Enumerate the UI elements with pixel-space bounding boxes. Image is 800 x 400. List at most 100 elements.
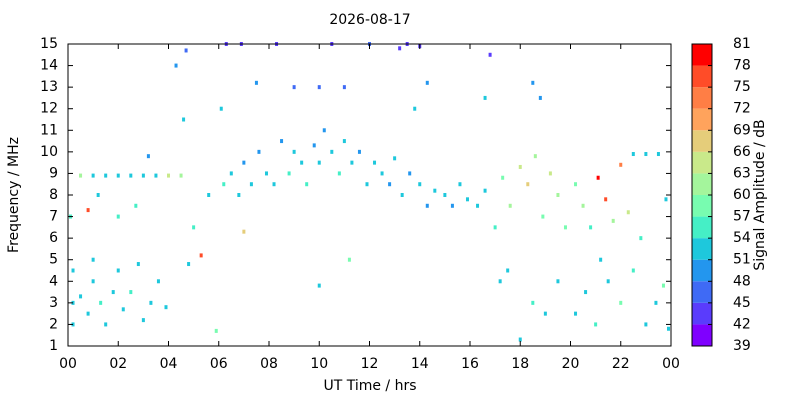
data-point: [91, 173, 95, 178]
data-point: [222, 182, 226, 187]
data-point: [639, 236, 643, 241]
data-point: [121, 307, 125, 312]
data-point: [498, 279, 502, 284]
data-point: [249, 182, 253, 187]
data-point: [322, 128, 326, 133]
colorbar-bin: [692, 259, 712, 282]
x-tick-label: 00: [662, 356, 680, 372]
data-point: [644, 322, 648, 327]
data-point: [330, 149, 334, 154]
colorbar-tick-label: 57: [733, 209, 751, 225]
colorbar-bin: [692, 130, 712, 152]
data-point: [167, 173, 170, 178]
data-point: [493, 225, 497, 230]
data-point: [606, 279, 610, 284]
colorbar-tick-label: 69: [733, 122, 751, 138]
data-point: [280, 139, 284, 144]
colorbar-bin: [692, 238, 712, 260]
y-tick-label: 5: [49, 252, 58, 268]
data-point: [254, 80, 258, 85]
data-point: [136, 262, 140, 267]
colorbar-tick-label: 60: [733, 187, 751, 203]
x-tick-label: 06: [210, 356, 228, 372]
y-tick-label: 11: [40, 122, 58, 138]
data-point: [237, 193, 241, 197]
colorbar-tick-label: 72: [733, 101, 751, 117]
data-point: [257, 149, 261, 154]
data-point: [644, 152, 648, 157]
data-point: [347, 257, 351, 262]
data-point: [71, 300, 75, 305]
data-point: [116, 173, 120, 178]
data-point: [141, 318, 145, 323]
data-point: [501, 175, 505, 180]
data-point: [413, 106, 417, 111]
colorbar-tick-label: 81: [733, 36, 751, 52]
data-point: [174, 63, 178, 68]
data-point: [656, 152, 660, 157]
data-point: [264, 171, 268, 176]
data-point: [619, 162, 623, 167]
data-point: [589, 225, 593, 230]
data-point: [184, 48, 188, 53]
x-tick-label: 14: [411, 356, 429, 372]
colorbar-tick-label: 51: [733, 252, 751, 268]
data-point: [654, 300, 658, 305]
data-point: [312, 143, 316, 148]
data-point: [116, 214, 120, 219]
colorbar-bin: [692, 87, 712, 109]
data-point: [229, 171, 233, 176]
data-point: [393, 156, 397, 161]
data-point: [664, 197, 668, 202]
colorbar-tick-label: 78: [733, 58, 751, 74]
colorbar-bin: [692, 324, 712, 346]
data-point: [79, 294, 83, 299]
data-point: [508, 203, 512, 208]
colorbar-tick-label: 63: [733, 165, 751, 181]
data-point: [548, 171, 552, 176]
data-point: [129, 173, 133, 178]
data-point: [631, 268, 635, 273]
data-point: [581, 203, 585, 208]
y-tick-label: 1: [49, 338, 58, 354]
data-point: [398, 46, 402, 51]
data-point: [154, 173, 158, 178]
data-point: [317, 85, 321, 90]
data-point: [400, 193, 404, 197]
data-point: [365, 182, 369, 187]
colorbar-bin: [692, 65, 712, 88]
data-point: [661, 283, 665, 288]
colorbar-tick-label: 45: [733, 295, 751, 311]
data-point: [604, 197, 608, 202]
data-point: [538, 95, 542, 100]
data-point: [518, 164, 522, 169]
data-point: [388, 182, 392, 187]
data-point: [574, 182, 578, 187]
data-point: [488, 52, 492, 57]
y-tick-label: 3: [49, 295, 58, 311]
data-point: [458, 182, 462, 187]
x-tick-label: 22: [612, 356, 630, 372]
data-point: [300, 160, 304, 165]
data-point: [104, 322, 108, 327]
data-point: [86, 311, 90, 316]
colorbar-tick-label: 54: [733, 230, 751, 246]
data-point: [207, 193, 211, 197]
data-point: [596, 175, 600, 180]
data-point: [408, 171, 412, 176]
data-point: [631, 152, 635, 157]
data-point: [666, 326, 670, 331]
y-tick-label: 9: [49, 165, 58, 181]
data-point: [99, 300, 103, 305]
x-axis-label: UT Time / hrs: [323, 378, 416, 394]
data-point: [443, 193, 447, 197]
data-point: [192, 225, 196, 230]
y-tick-label: 14: [40, 58, 58, 74]
y-tick-label: 7: [49, 209, 58, 225]
colorbar-bin: [692, 44, 712, 66]
colorbar-label: Signal Amplitude / dB: [752, 119, 768, 270]
colorbar-bin: [692, 302, 712, 325]
data-point: [182, 117, 186, 122]
data-point: [433, 188, 437, 193]
y-tick-label: 12: [40, 101, 58, 117]
